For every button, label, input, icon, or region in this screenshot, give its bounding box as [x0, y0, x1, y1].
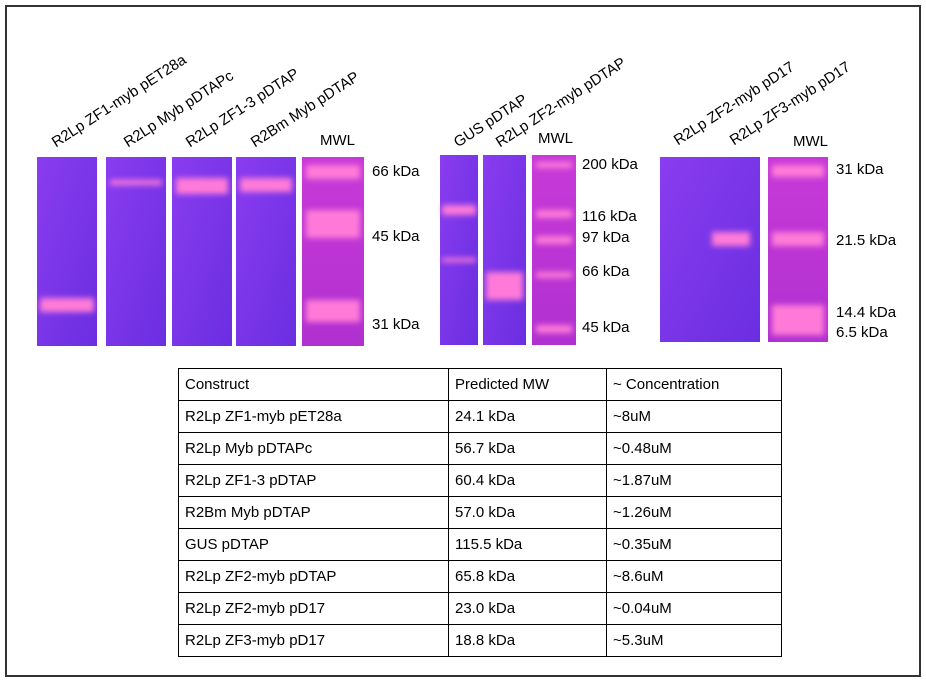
marker-size: 21.5 kDa	[836, 232, 896, 249]
marker-size: 31 kDa	[836, 161, 884, 178]
marker-size: 14.4 kDa	[836, 304, 896, 321]
marker-lane-label: MWL	[538, 130, 573, 147]
table-cell: ~0.48uM	[607, 433, 782, 465]
table-cell: 65.8 kDa	[449, 561, 607, 593]
marker-lane-label: MWL	[320, 132, 355, 149]
marker-lane-label: MWL	[793, 133, 828, 150]
marker-size: 31 kDa	[372, 316, 420, 333]
table-cell: R2Lp ZF2-myb pD17	[179, 593, 449, 625]
table-cell: ~1.87uM	[607, 465, 782, 497]
table-cell: R2Lp Myb pDTAPc	[179, 433, 449, 465]
table-cell: 57.0 kDa	[449, 497, 607, 529]
marker-size: 97 kDa	[582, 229, 630, 246]
table-cell: 24.1 kDa	[449, 401, 607, 433]
marker-size: 45 kDa	[372, 228, 420, 245]
marker-size: 6.5 kDa	[836, 324, 888, 341]
header-cell: ~ Concentration	[607, 369, 782, 401]
table-cell: 56.7 kDa	[449, 433, 607, 465]
table-cell: ~0.35uM	[607, 529, 782, 561]
marker-size: 66 kDa	[582, 263, 630, 280]
page: R2Lp ZF1-myb pET28a R2Lp Myb pDTAPc R2Lp…	[0, 0, 926, 682]
header-cell: Predicted MW	[449, 369, 607, 401]
marker-size: 45 kDa	[582, 319, 630, 336]
table-cell: ~8uM	[607, 401, 782, 433]
table-cell: R2Bm Myb pDTAP	[179, 497, 449, 529]
table-cell: ~5.3uM	[607, 625, 782, 657]
table-cell: ~1.26uM	[607, 497, 782, 529]
table-cell: R2Lp ZF1-myb pET28a	[179, 401, 449, 433]
table-cell: 23.0 kDa	[449, 593, 607, 625]
header-cell: Construct	[179, 369, 449, 401]
marker-size: 200 kDa	[582, 156, 638, 173]
table-cell: R2Lp ZF1-3 pDTAP	[179, 465, 449, 497]
table-cell: 115.5 kDa	[449, 529, 607, 561]
table-cell: 60.4 kDa	[449, 465, 607, 497]
table-cell: ~0.04uM	[607, 593, 782, 625]
marker-size: 116 kDa	[582, 208, 637, 225]
table-cell: ~8.6uM	[607, 561, 782, 593]
table-cell: GUS pDTAP	[179, 529, 449, 561]
table-cell: 18.8 kDa	[449, 625, 607, 657]
marker-size: 66 kDa	[372, 163, 420, 180]
table-cell: R2Lp ZF2-myb pDTAP	[179, 561, 449, 593]
table-cell: R2Lp ZF3-myb pD17	[179, 625, 449, 657]
